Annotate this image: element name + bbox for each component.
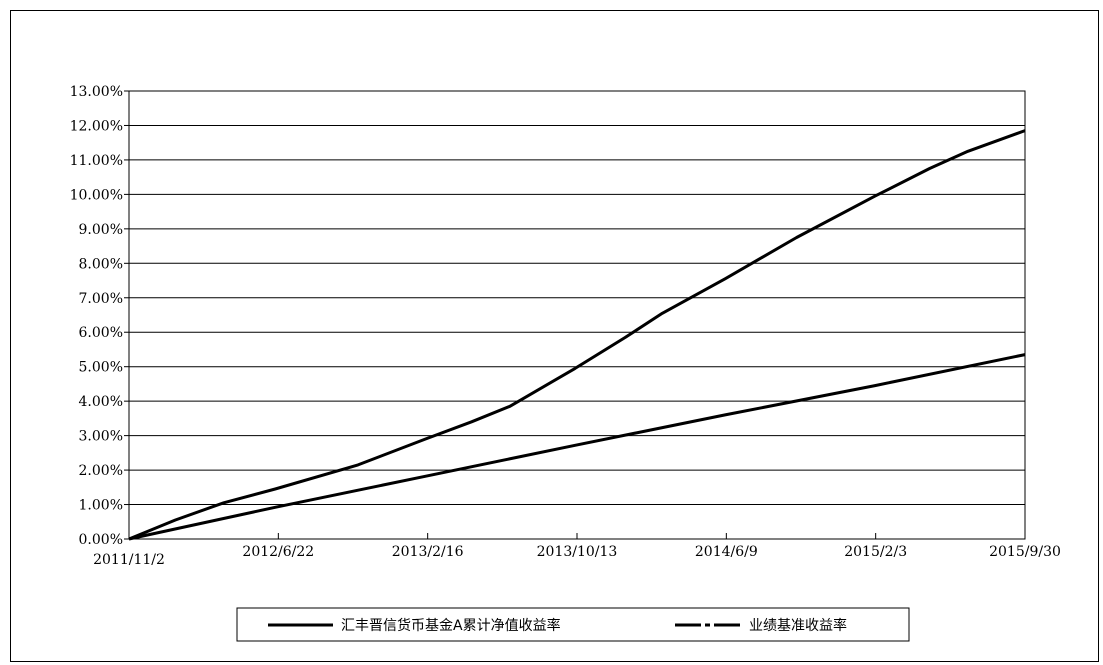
line-chart: 0.00% 1.00% 2.00% 3.00% 4.00% 5.00% 6.00% 7.00%… xyxy=(70,84,1061,642)
y-tick-label: 12.00% xyxy=(70,118,123,134)
y-axis-ticks: 0.00% 1.00% 2.00% 3.00% 4.00% 5.00% 6.00% 7.00%… xyxy=(70,84,129,548)
y-tick-label: 8.00% xyxy=(79,256,123,272)
x-tick-label: 2011/11/2 xyxy=(93,552,165,568)
y-tick-label: 5.00% xyxy=(79,360,123,376)
y-tick-label: 3.00% xyxy=(79,429,123,445)
legend-label-1: 汇丰晋信货币基金A累计净值收益率 xyxy=(341,617,561,634)
gridlines xyxy=(129,90,1025,540)
y-tick-label: 13.00% xyxy=(70,84,123,100)
chart-frame: 0.00% 1.00% 2.00% 3.00% 4.00% 5.00% 6.00% 7.00%… xyxy=(10,10,1099,662)
y-tick-label: 0.00% xyxy=(79,532,123,548)
x-tick-label: 2014/6/9 xyxy=(695,544,758,560)
legend-box xyxy=(236,607,910,642)
y-tick-label: 11.00% xyxy=(70,153,123,169)
legend: 汇丰晋信货币基金A累计净值收益率 业绩基准收益率 xyxy=(236,607,910,642)
y-tick-label: 7.00% xyxy=(79,291,123,307)
legend-label-2: 业绩基准收益率 xyxy=(749,617,847,634)
y-tick-label: 2.00% xyxy=(79,463,123,479)
y-tick-label: 9.00% xyxy=(79,222,123,238)
plot-area-border xyxy=(128,90,1026,540)
series-line-1 xyxy=(128,129,1026,541)
x-tick-label: 2013/2/16 xyxy=(392,544,464,560)
x-tick-label: 2012/6/22 xyxy=(242,544,314,560)
x-tick-label: 2015/2/3 xyxy=(844,544,907,560)
x-tick-label: 2015/9/30 xyxy=(989,544,1061,560)
y-tick-label: 1.00% xyxy=(79,498,123,514)
series-lines xyxy=(128,129,1026,541)
y-tick-label: 4.00% xyxy=(79,394,123,410)
y-tick-label: 6.00% xyxy=(79,325,123,341)
x-axis-ticks: 2011/11/2 2012/6/22 2013/2/16 2013/10/13 201… xyxy=(93,533,1061,568)
series-line-2 xyxy=(128,353,1026,541)
x-tick-label: 2013/10/13 xyxy=(537,544,618,560)
y-tick-label: 10.00% xyxy=(70,187,123,203)
